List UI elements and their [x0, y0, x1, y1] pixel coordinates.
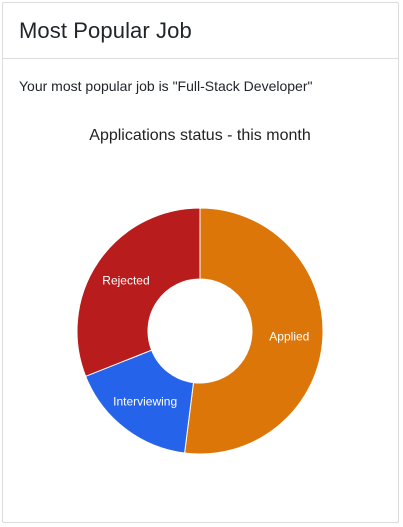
- summary-text: Your most popular job is "Full-Stack Dev…: [19, 77, 382, 95]
- slice-rejected[interactable]: [76, 207, 201, 377]
- card-header: Most Popular Job: [3, 3, 398, 59]
- slices-group: [76, 207, 324, 455]
- chart-container: Applications status - this month Applied…: [3, 63, 398, 463]
- summary-prefix: Your most popular job is: [19, 78, 173, 94]
- slice-label-rejected: Rejected: [102, 274, 149, 288]
- summary-job-name: "Full-Stack Developer": [172, 78, 313, 94]
- slice-interviewing[interactable]: [84, 349, 195, 454]
- card-title: Most Popular Job: [19, 17, 192, 43]
- donut-chart: Applications status - this month Applied…: [76, 127, 324, 455]
- slice-labels-group: Applied Interviewing Rejected: [102, 274, 309, 409]
- chart-title: Applications status - this month: [89, 127, 310, 144]
- popular-job-card: Most Popular Job Your most popular job i…: [2, 2, 399, 523]
- slice-label-interviewing: Interviewing: [113, 395, 177, 409]
- slice-label-applied: Applied: [269, 330, 309, 344]
- slice-applied[interactable]: [184, 207, 324, 455]
- card-body: Your most popular job is "Full-Stack Dev…: [3, 77, 398, 95]
